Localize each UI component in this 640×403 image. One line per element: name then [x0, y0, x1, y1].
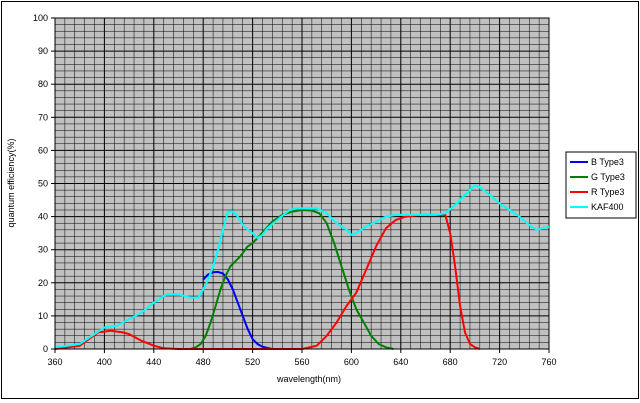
legend-label-3: KAF400	[591, 202, 624, 212]
x-tick-label: 720	[492, 357, 507, 367]
y-tick-label: 10	[38, 311, 48, 321]
legend: B Type3 G Type3 R Type3 KAF400	[565, 151, 637, 219]
x-tick-label: 760	[541, 357, 556, 367]
series-line-1	[190, 209, 394, 350]
x-tick-label: 640	[393, 357, 408, 367]
tick-labels: 360 400 440 480 520 560 600 640 680 720 760 0 10 20 30…	[33, 13, 557, 367]
series-line-2	[54, 213, 481, 350]
y-tick-label: 0	[43, 344, 48, 354]
y-axis-label: quantum efficiency(%)	[6, 139, 16, 228]
x-tick-label: 520	[245, 357, 260, 367]
y-tick-label: 20	[38, 278, 48, 288]
x-tick-label: 680	[443, 357, 458, 367]
legend-label-0: B Type3	[591, 157, 624, 167]
y-tick-label: 50	[38, 179, 48, 189]
legend-label-2: R Type3	[591, 187, 624, 197]
y-tick-label: 100	[33, 13, 48, 23]
series-line-3	[54, 184, 550, 349]
x-axis-label: wavelength(nm)	[276, 374, 341, 384]
chart-svg: 360 400 440 480 520 560 600 640 680 720 760 0 10 20 30…	[6, 13, 637, 384]
series-group	[54, 184, 550, 350]
y-tick-label: 60	[38, 145, 48, 155]
y-tick-label: 70	[38, 112, 48, 122]
y-tick-label: 30	[38, 245, 48, 255]
x-tick-label: 440	[146, 357, 161, 367]
x-tick-label: 400	[97, 357, 112, 367]
x-tick-label: 360	[47, 357, 62, 367]
x-tick-label: 600	[344, 357, 359, 367]
y-tick-label: 80	[38, 79, 48, 89]
x-tick-label: 560	[294, 357, 309, 367]
y-tick-label: 40	[38, 212, 48, 222]
x-tick-label: 480	[196, 357, 211, 367]
legend-label-1: G Type3	[591, 172, 625, 182]
series-line-0	[202, 270, 273, 350]
axes	[51, 17, 550, 353]
y-tick-label: 90	[38, 46, 48, 56]
